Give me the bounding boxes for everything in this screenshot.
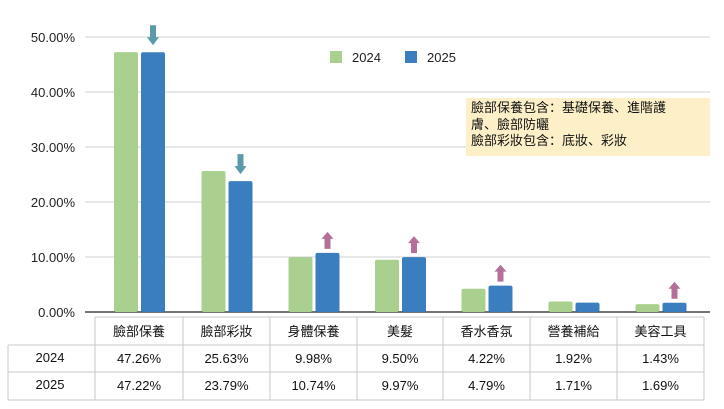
bar-2024 — [114, 52, 138, 312]
table-cell: 9.50% — [382, 351, 419, 366]
table-cell: 1.71% — [555, 378, 592, 393]
legend-swatch — [330, 51, 342, 63]
table-header-cell: 臉部彩妝 — [200, 325, 252, 340]
table-cell: 23.79% — [204, 378, 249, 393]
table-cell: 9.97% — [382, 378, 419, 393]
table-cell: 9.98% — [295, 351, 332, 366]
bar-2025 — [228, 181, 253, 312]
legend-label: 2025 — [427, 50, 456, 65]
arrow-up-icon — [321, 231, 334, 249]
note-line: 膚、臉部防曬 — [471, 117, 550, 133]
arrow-down-icon — [234, 154, 247, 175]
table-cell: 47.26% — [117, 351, 162, 366]
table-header-cell: 美髮 — [387, 325, 413, 340]
arrow-down-icon — [147, 25, 159, 46]
bar-2025 — [488, 285, 513, 312]
y-tick-label: 10.00% — [31, 250, 76, 265]
arrow-up-icon — [408, 236, 420, 254]
table-cell: 1.92% — [555, 351, 592, 366]
legend-swatch — [405, 51, 417, 63]
bar-2025 — [141, 52, 165, 312]
table-row-label: 2025 — [36, 377, 65, 392]
table-header-cell: 身體保養 — [287, 324, 339, 340]
arrow-up-icon — [668, 281, 681, 299]
note-line: 臉部彩妝包含：底妝、彩妝 — [471, 134, 628, 149]
table-header-cell: 香水香氛 — [460, 325, 512, 340]
table-header-cell: 臉部保養 — [113, 324, 165, 340]
bar-2025 — [315, 252, 340, 312]
bar-2024 — [288, 257, 313, 312]
legend-label: 2024 — [352, 50, 381, 65]
bar-2024 — [375, 259, 399, 312]
y-tick-label: 40.00% — [31, 85, 76, 100]
table-cell: 47.22% — [117, 378, 162, 393]
table-cell: 1.69% — [642, 378, 679, 393]
bar-2025 — [402, 257, 426, 312]
bar-2025 — [575, 302, 600, 312]
bar-2024 — [201, 171, 226, 312]
note-line: 臉部保養包含：基礎保養、進階護 — [471, 101, 667, 116]
y-tick-label: 20.00% — [31, 195, 76, 210]
arrow-up-icon — [494, 264, 507, 282]
table-row-label: 2024 — [36, 350, 65, 365]
table-header-cell: 營養補給 — [547, 324, 599, 340]
table-cell: 1.43% — [642, 351, 679, 366]
table-cell: 10.74% — [291, 378, 336, 393]
y-tick-label: 0.00% — [38, 305, 75, 320]
note-box: 臉部保養包含：基礎保養、進階護 膚、臉部防曬 臉部彩妝包含：底妝、彩妝 — [466, 98, 710, 156]
y-tick-label: 50.00% — [31, 30, 76, 45]
bar-2024 — [548, 301, 573, 312]
table-cell: 4.22% — [468, 351, 505, 366]
bar-2024 — [635, 304, 660, 312]
y-tick-label: 30.00% — [31, 140, 76, 155]
table-cell: 25.63% — [204, 351, 249, 366]
table-cell: 4.79% — [468, 378, 505, 393]
table-header-cell: 美容工具 — [634, 324, 686, 340]
bar-2024 — [461, 288, 486, 312]
bar-2025 — [662, 302, 687, 312]
